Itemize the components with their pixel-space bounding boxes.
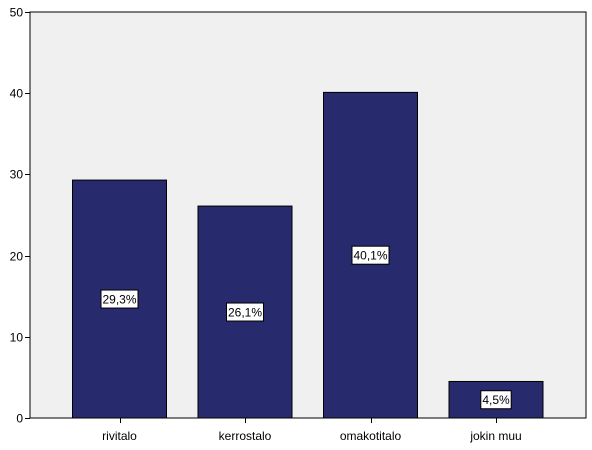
data-label: 26,1%	[228, 306, 262, 320]
y-tick-label: 40	[10, 87, 24, 101]
y-tick-label: 20	[10, 250, 24, 264]
data-labels: 29,3% 26,1% 40,1% 4,5%	[100, 245, 512, 410]
data-label-box	[226, 302, 264, 322]
data-label-box	[480, 390, 512, 410]
data-label-group: 40,1%	[351, 245, 390, 265]
x-axis: rivitalo kerrostalo omakotitalo jokin muu	[102, 418, 522, 443]
data-label-group: 4,5%	[480, 390, 512, 410]
x-tick-label: kerrostalo	[219, 429, 272, 443]
data-label: 29,3%	[102, 293, 136, 307]
y-tick-label: 10	[10, 331, 24, 345]
data-label: 40,1%	[353, 249, 387, 263]
y-tick-label: 50	[10, 6, 24, 20]
x-tick-label: rivitalo	[102, 429, 137, 443]
y-tick-label: 0	[16, 412, 23, 426]
y-tick-label: 30	[10, 168, 24, 182]
data-label-box	[351, 245, 390, 265]
data-label-group: 29,3%	[100, 289, 139, 309]
data-label-group: 26,1%	[226, 302, 264, 322]
y-axis: 0 10 20 30 40 50	[10, 6, 30, 426]
x-tick-label: jokin muu	[469, 429, 521, 443]
data-label-box	[100, 289, 139, 309]
data-label: 4,5%	[482, 393, 510, 407]
x-tick-label: omakotitalo	[340, 429, 402, 443]
